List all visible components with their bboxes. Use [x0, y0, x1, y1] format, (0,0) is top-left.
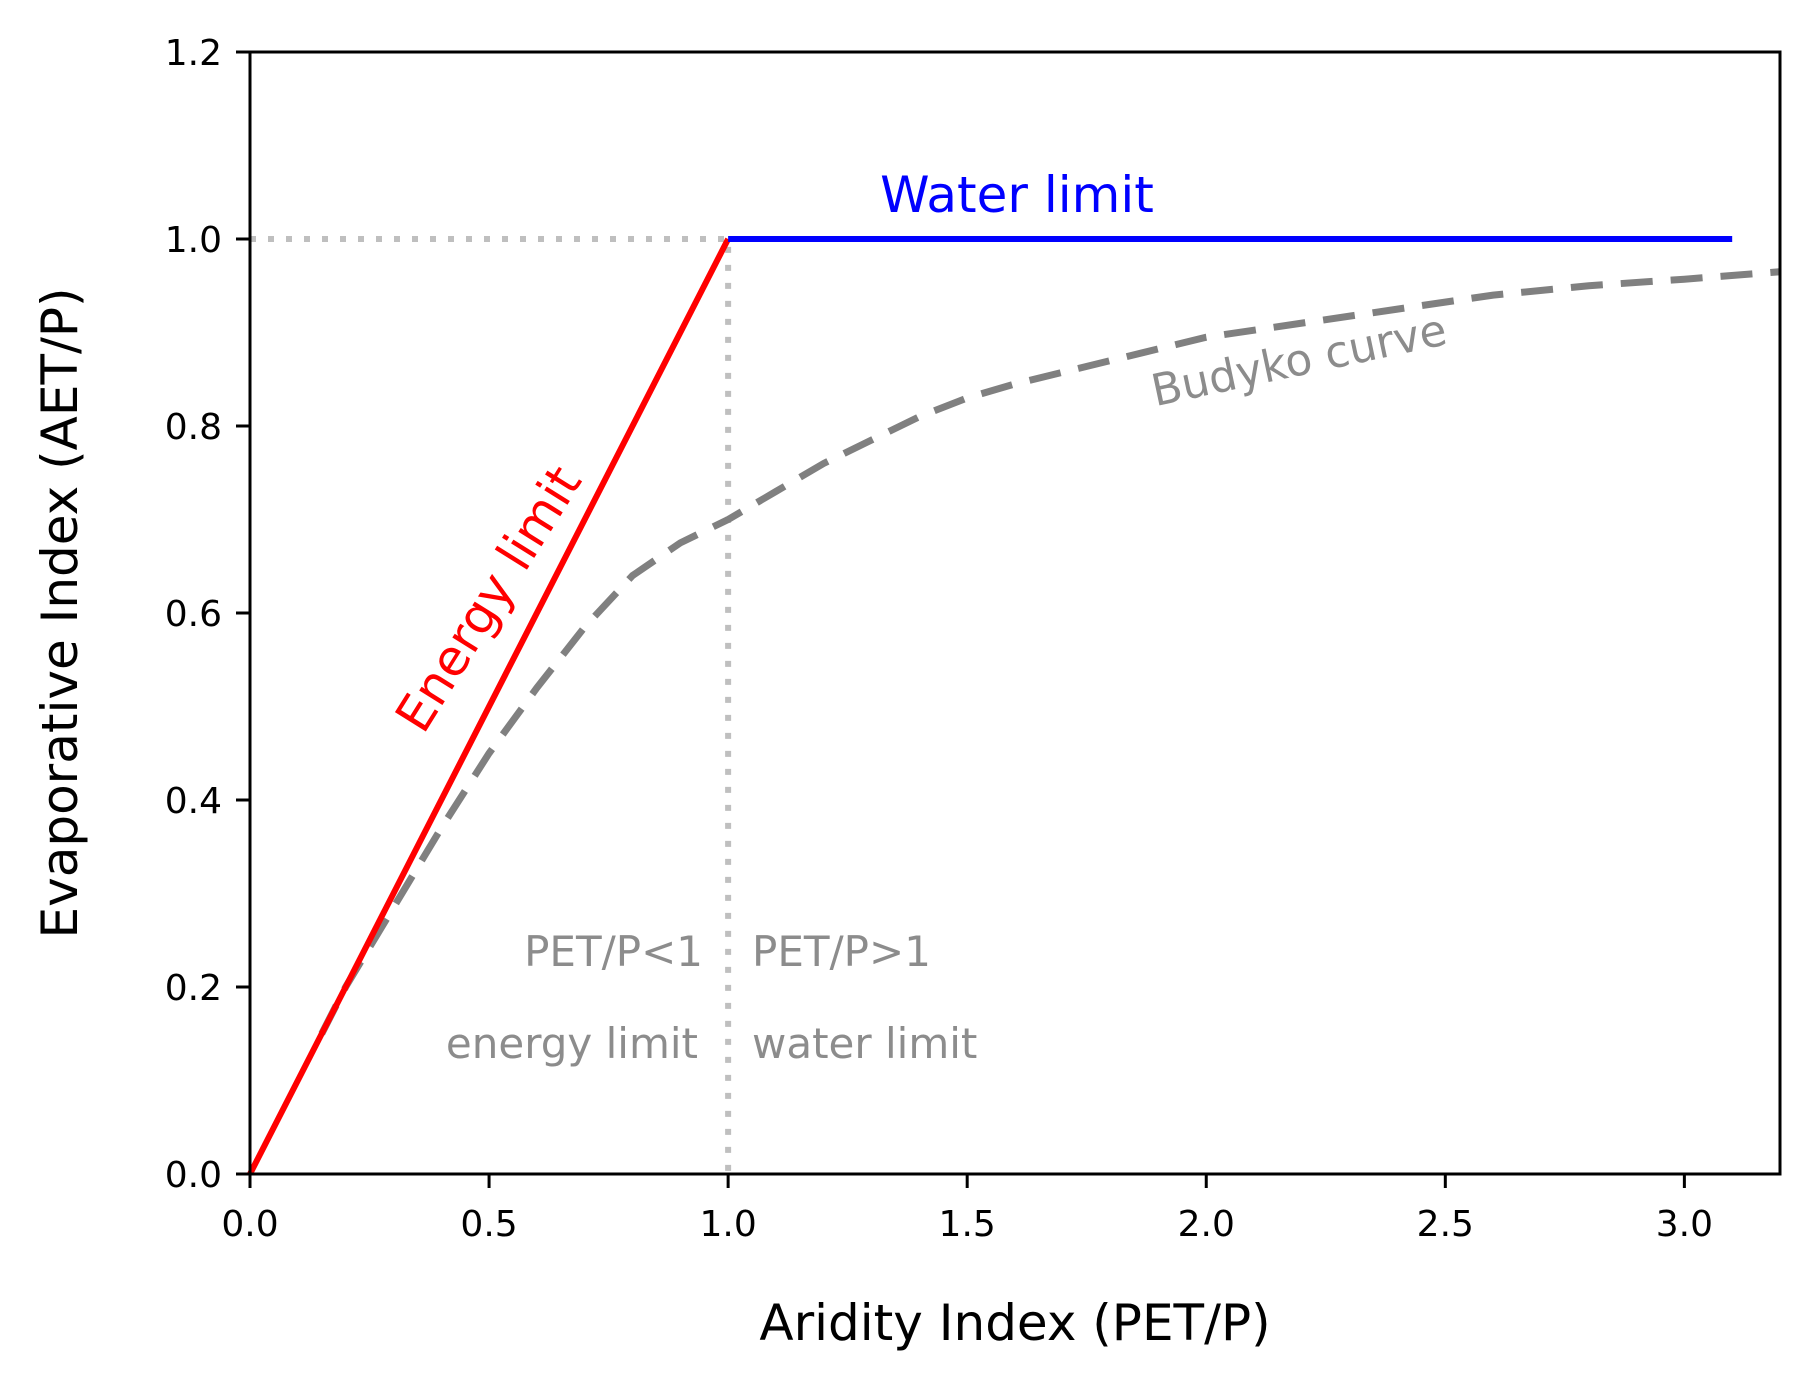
x-tick-label: 3.0 [1656, 1204, 1713, 1245]
x-tick-label: 1.0 [699, 1204, 756, 1245]
y-tick-label: 0.4 [165, 781, 222, 822]
x-tick-label: 1.5 [939, 1204, 996, 1245]
reference-dotted-lines [250, 236, 732, 1174]
x-tick-label: 2.5 [1417, 1204, 1474, 1245]
y-tick-label: 0.6 [165, 594, 222, 635]
x-tick-label: 2.0 [1178, 1204, 1235, 1245]
y-tick-label: 1.0 [165, 220, 222, 261]
y-tick-label: 0.2 [165, 968, 222, 1009]
x-axis-ticks: 0.0 0.5 1.0 1.5 2.0 2.5 3.0 [221, 1174, 1713, 1245]
budyko-curve-line [318, 268, 1781, 1036]
x-tick-label: 0.0 [221, 1204, 278, 1245]
y-tick-label: 0.8 [165, 407, 222, 448]
y-axis-label: Evaporative Index (AET/P) [31, 288, 89, 939]
pet-gt-1-annotation: PET/P>1 [752, 927, 931, 976]
y-axis-ticks: 0.0 0.2 0.4 0.6 0.8 1.0 1.2 [165, 33, 250, 1196]
energy-limit-region-annotation: energy limit [446, 1019, 698, 1068]
water-limit-region-annotation: water limit [752, 1019, 977, 1068]
water-limit-annotation: Water limit [880, 166, 1154, 224]
energy-limit-line [247, 237, 731, 1176]
y-tick-label: 0.0 [165, 1155, 222, 1196]
x-axis-label: Aridity Index (PET/P) [759, 1294, 1270, 1352]
pet-lt-1-annotation: PET/P<1 [524, 927, 703, 976]
x-tick-label: 0.5 [460, 1204, 517, 1245]
y-tick-label: 1.2 [165, 33, 222, 74]
